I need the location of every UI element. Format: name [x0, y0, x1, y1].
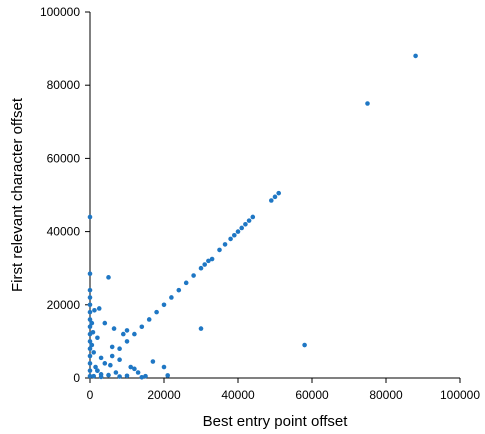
data-point	[109, 353, 115, 359]
data-point	[87, 287, 93, 293]
plot-area: 0 20000 40000 60000 80000 100000 0 20000 40000 6…	[40, 5, 480, 402]
data-point	[111, 326, 117, 331]
x-tick-label: 20000	[147, 388, 181, 402]
data-point	[106, 275, 111, 280]
x-tick-label: 60000	[295, 388, 329, 402]
data-point	[302, 342, 307, 348]
data-point	[113, 370, 119, 375]
data-point	[365, 101, 370, 106]
data-point	[87, 302, 93, 308]
x-axis-title: Best entry point offset	[203, 413, 349, 430]
data-point	[98, 374, 104, 380]
data-point	[89, 320, 95, 326]
data-point	[272, 194, 278, 200]
data-point	[117, 374, 122, 379]
x-tick-label: 0	[87, 388, 94, 402]
data-point	[246, 218, 252, 223]
data-point	[413, 53, 418, 59]
data-point	[91, 373, 96, 379]
data-point	[154, 309, 159, 315]
data-point	[128, 364, 133, 370]
data-point	[89, 342, 95, 348]
data-point	[183, 280, 189, 286]
y-tick-label: 0	[73, 371, 80, 385]
data-point	[87, 317, 93, 322]
data-point	[91, 350, 96, 355]
data-point	[222, 242, 228, 247]
data-point	[117, 346, 122, 352]
data-point	[135, 370, 141, 375]
data-point	[87, 214, 93, 220]
data-point	[124, 373, 130, 379]
data-point	[109, 344, 115, 350]
data-point	[95, 368, 100, 373]
data-point	[92, 307, 97, 313]
data-point	[132, 331, 137, 337]
y-tick-label: 40000	[47, 225, 81, 239]
data-point	[87, 346, 93, 352]
data-point	[161, 302, 167, 308]
data-points	[87, 53, 418, 380]
data-point	[169, 295, 174, 300]
x-tick-label: 100000	[440, 388, 480, 402]
data-point	[108, 362, 113, 368]
data-point	[198, 326, 204, 331]
data-point	[202, 262, 207, 267]
y-tick-label: 60000	[47, 151, 81, 165]
y-tick-label: 20000	[47, 298, 81, 312]
data-point	[93, 364, 98, 370]
data-point	[165, 373, 170, 378]
data-point	[235, 229, 241, 234]
data-point	[117, 357, 122, 363]
data-point	[87, 373, 93, 379]
data-point	[124, 339, 130, 344]
data-point	[121, 331, 126, 337]
data-point	[243, 221, 248, 227]
data-point	[150, 359, 156, 364]
data-point	[206, 258, 211, 264]
data-point	[176, 287, 182, 293]
data-point	[87, 353, 93, 359]
data-point	[250, 214, 256, 220]
data-point	[90, 329, 96, 335]
data-point	[191, 273, 196, 278]
data-point	[102, 361, 108, 366]
x-tick-label: 80000	[369, 388, 403, 402]
data-point	[139, 324, 145, 330]
data-point	[102, 320, 108, 326]
y-axis-title: First relevant character offset	[9, 97, 26, 292]
data-point	[209, 256, 215, 262]
data-point	[106, 372, 111, 378]
x-axis-ticks: 0 20000 40000 60000 80000 100000	[87, 378, 480, 402]
data-point	[139, 374, 145, 380]
data-point	[87, 309, 93, 315]
x-tick-label: 40000	[221, 388, 255, 402]
data-point	[95, 335, 100, 341]
data-point	[276, 190, 282, 196]
data-point	[87, 271, 93, 276]
data-point	[87, 324, 93, 330]
data-point	[161, 364, 167, 370]
y-tick-label: 100000	[40, 5, 80, 19]
data-point	[269, 198, 274, 203]
y-axis-ticks: 0 20000 40000 60000 80000 100000	[40, 5, 90, 385]
data-point	[239, 225, 244, 231]
data-point	[98, 355, 104, 361]
data-point	[232, 232, 237, 238]
data-point	[124, 328, 130, 333]
data-point	[143, 373, 148, 379]
data-point	[217, 247, 222, 253]
data-point	[146, 317, 152, 322]
data-point	[87, 368, 93, 373]
data-point	[87, 295, 93, 300]
data-point	[87, 361, 93, 366]
data-point	[198, 265, 204, 271]
y-tick-label: 80000	[47, 78, 81, 92]
data-point	[228, 236, 233, 242]
data-point	[96, 306, 102, 311]
data-point	[87, 339, 93, 344]
data-point	[132, 366, 137, 372]
